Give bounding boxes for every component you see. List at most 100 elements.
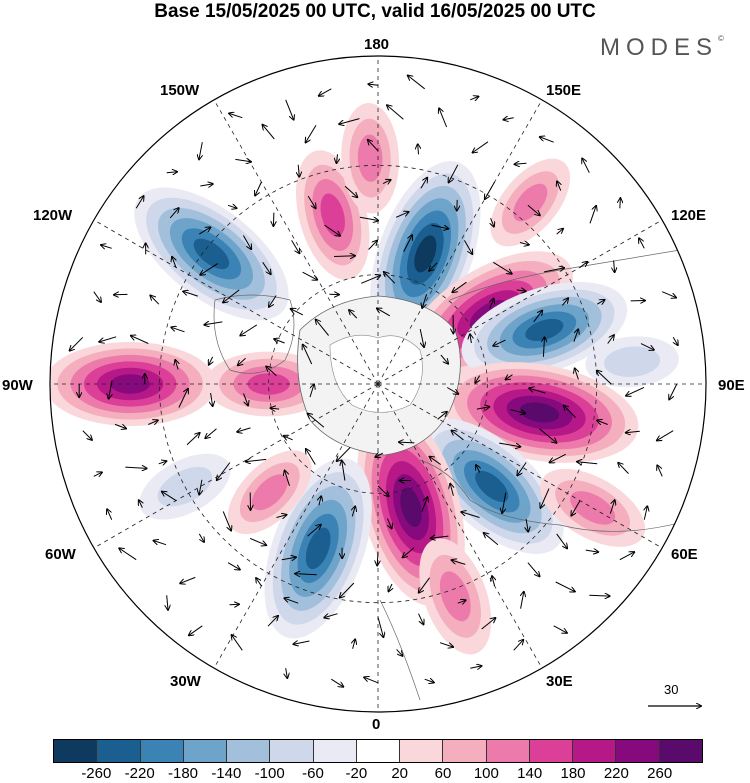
wind-arrow [475, 375, 479, 383]
anomaly-contour [513, 183, 548, 222]
wind-arrow [589, 206, 596, 224]
wind-arrow [171, 327, 185, 333]
wind-arrow [217, 462, 231, 481]
wind-arrow [457, 600, 466, 603]
wind-arrow [539, 428, 557, 443]
colorbar-tick-label: -20 [345, 765, 368, 782]
wind-arrow [375, 453, 384, 457]
eurasia-coast [419, 459, 691, 532]
wind-arrow [229, 604, 239, 605]
meridian-line [93, 383, 379, 549]
wind-arrow [276, 515, 287, 518]
graticule [50, 56, 706, 712]
wind-arrow [175, 360, 178, 370]
wind-arrow [148, 420, 157, 424]
wind-arrow [337, 447, 351, 461]
wind-arrow [109, 380, 113, 399]
wind-arrow [267, 616, 278, 627]
wind-arrow [158, 461, 167, 464]
colorbar-ticks: -260 -220 -180 -140 -100 -60 -20 20 60 100 140 180 2… [0, 765, 750, 783]
anomaly-contour [475, 470, 509, 503]
wind-arrow [99, 336, 117, 342]
wind-arrow [200, 263, 218, 275]
colorbar-tick-label: -220 [124, 765, 155, 782]
wind-arrow [657, 430, 674, 441]
wind-arrow [662, 291, 676, 298]
wind-arrow [403, 547, 415, 558]
map-title: Base 15/05/2025 00 UTC, valid 16/05/2025… [154, 1, 596, 22]
wind-arrow [562, 298, 568, 306]
wind-arrow [377, 617, 383, 637]
wind-arrow [368, 140, 379, 152]
wind-arrow [364, 677, 379, 684]
wind-arrow [421, 497, 428, 512]
wind-arrow [284, 598, 299, 604]
anomaly-contour [305, 527, 331, 570]
wind-arrow [306, 125, 317, 142]
wind-arrow [577, 462, 598, 464]
meridian-line [213, 99, 379, 385]
colorbar-tick-label: 20 [391, 765, 408, 782]
anomaly-blob [461, 281, 628, 378]
wind-arrow [609, 500, 614, 514]
wind-arrow [519, 243, 529, 245]
wind-arrow [178, 389, 188, 408]
wind-arrow [585, 550, 598, 552]
wind-arrow [556, 229, 563, 235]
wind-arrow [503, 118, 514, 120]
wind-arrow [227, 205, 236, 208]
colorbar-tick-label: 220 [603, 765, 629, 782]
wind-arrow [119, 548, 137, 561]
wind-arrow [377, 551, 378, 566]
meridian-line [377, 383, 543, 669]
meridian-line [93, 219, 379, 385]
wind-arrow [368, 241, 378, 250]
wind-arrow [422, 294, 428, 308]
anomaly-blob [440, 362, 639, 463]
wind-arrow [550, 453, 566, 462]
wind-arrow [209, 356, 213, 365]
anomaly-contour [570, 491, 616, 525]
wind-arrow [93, 472, 102, 476]
wind-arrow [450, 484, 453, 496]
colorbar-tick-label: -260 [81, 765, 112, 782]
wind-arrow [199, 479, 202, 495]
colorbar-swatch [486, 740, 530, 762]
wind-arrow [211, 393, 213, 406]
colorbar-swatch [616, 740, 660, 762]
wind-arrow [403, 235, 412, 252]
wind-arrow [510, 410, 525, 414]
brand-mark: © [718, 34, 724, 43]
wind-arrow [419, 577, 431, 593]
anomaly-contour [525, 318, 564, 342]
wind-arrow [198, 533, 204, 542]
wind-arrow [172, 257, 176, 268]
wind-arrow [361, 275, 380, 284]
wind-arrow [473, 141, 489, 153]
wind-arrow [382, 180, 391, 184]
wind-arrow [249, 537, 266, 545]
wind-arrow [485, 181, 496, 199]
wind-arrow [541, 488, 550, 508]
anomaly-blob [540, 468, 646, 547]
colorbar-swatch [400, 740, 444, 762]
wind-arrow [470, 334, 472, 344]
wind-arrow [517, 462, 527, 476]
wind-arrow [429, 262, 438, 271]
wind-arrow [596, 300, 604, 304]
wind-arrow [154, 541, 167, 546]
anomaly-blob [419, 538, 492, 655]
wind-arrow [619, 552, 634, 561]
colorbar-tick-label: 260 [647, 765, 673, 782]
wind-arrow [470, 97, 478, 100]
wind-arrow [452, 431, 464, 441]
lon-label-150e: 150E [546, 82, 582, 99]
wind-arrow [93, 291, 101, 302]
wind-arrow [316, 320, 329, 336]
anomaly-contour [320, 193, 345, 237]
wind-arrow [387, 105, 404, 120]
wind-arrow [499, 442, 520, 447]
brand-text: MODES [600, 34, 719, 61]
wind-arrow [493, 261, 511, 273]
wind-arrow [399, 442, 415, 443]
